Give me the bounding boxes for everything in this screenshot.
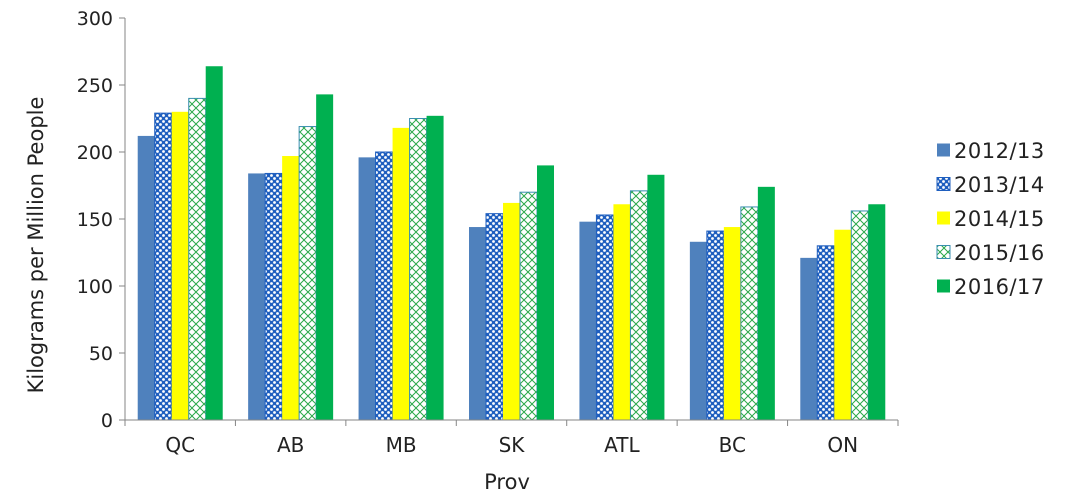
y-axis-ticks: 0 50 100 150 200 250 300 (77, 8, 125, 432)
bar-2014-15-qc (171, 111, 189, 421)
bar-2015-16-bc (740, 206, 759, 421)
bar-2016-17-bc (757, 186, 775, 420)
y-tick-label: 50 (89, 343, 113, 365)
bar-2014-15-on (834, 229, 852, 420)
bar-2013-14-qc (154, 112, 173, 421)
bar-2016-17-on (868, 204, 886, 420)
legend-label-2012-13: 2012/13 (954, 139, 1045, 163)
y-axis-title: Kilograms per Million People (24, 97, 48, 394)
bar-2015-16-on (850, 210, 869, 421)
legend-swatch-2014-15 (937, 211, 950, 225)
bar-2012-13-sk (469, 227, 486, 420)
bar-2015-16-ab (298, 126, 317, 421)
y-tick-label: 150 (77, 209, 113, 231)
x-tick-label-bc: BC (719, 433, 746, 457)
y-tick-label: 0 (101, 410, 113, 432)
bar-2013-14-on (816, 245, 835, 421)
bar-2014-15-ab (282, 156, 300, 420)
bar-2014-15-sk (503, 202, 520, 420)
legend-swatch-2013-14 (936, 177, 951, 191)
bar-2012-13-on (800, 257, 818, 420)
x-tick-label-mb: MB (386, 433, 417, 457)
x-tick-label-sk: SK (499, 433, 526, 457)
bars-group (137, 66, 886, 421)
y-tick-label: 200 (77, 142, 113, 164)
bar-2013-14-mb (375, 151, 394, 421)
bar-2013-14-ab (264, 172, 283, 421)
y-tick-label: 300 (77, 8, 113, 30)
bar-2016-17-mb (426, 115, 444, 420)
x-axis-tick-labels: QC AB MB SK ATL BC ON (165, 433, 858, 457)
bar-2014-15-bc (723, 227, 741, 420)
bar-2016-17-atl (647, 174, 665, 420)
bar-2013-14-sk (485, 213, 504, 421)
bar-2012-13-qc (137, 135, 155, 421)
bar-2012-13-bc (689, 241, 707, 420)
bar-2015-16-mb (409, 118, 428, 421)
bar-2015-16-atl (629, 190, 648, 421)
bar-2016-17-qc (205, 66, 223, 421)
bar-2012-13-atl (579, 221, 597, 420)
legend-swatch-2012-13 (937, 143, 950, 157)
bar-2014-15-atl (613, 204, 631, 420)
legend-swatch-2016-17 (937, 279, 950, 293)
bar-2015-16-qc (188, 97, 207, 421)
y-tick-label: 250 (77, 75, 113, 97)
legend-label-2014-15: 2014/15 (954, 207, 1045, 231)
legend-label-2013-14: 2013/14 (954, 173, 1045, 197)
x-tick-label-on: ON (827, 433, 858, 457)
legend-swatch-2015-16 (936, 245, 951, 259)
legend-label-2016-17: 2016/17 (954, 275, 1045, 299)
axes (124, 18, 899, 426)
bar-2013-14-bc (706, 230, 725, 421)
legend-label-2015-16: 2015/16 (954, 241, 1045, 265)
bar-2016-17-sk (537, 165, 554, 420)
bar-2016-17-ab (316, 94, 334, 420)
bar-2014-15-mb (392, 127, 410, 420)
x-tick-label-ab: AB (277, 433, 304, 457)
bar-2015-16-sk (519, 191, 538, 421)
bar-2012-13-mb (358, 157, 376, 421)
y-tick-label: 100 (77, 276, 113, 298)
x-tick-label-qc: QC (165, 433, 195, 457)
x-axis-title: Prov (484, 470, 530, 494)
bar-2012-13-ab (248, 173, 266, 420)
x-tick-label-atl: ATL (604, 433, 640, 457)
legend: 2012/13 2013/14 2014/15 2015/16 2016/17 (936, 139, 1045, 299)
bar-2013-14-atl (595, 214, 614, 421)
